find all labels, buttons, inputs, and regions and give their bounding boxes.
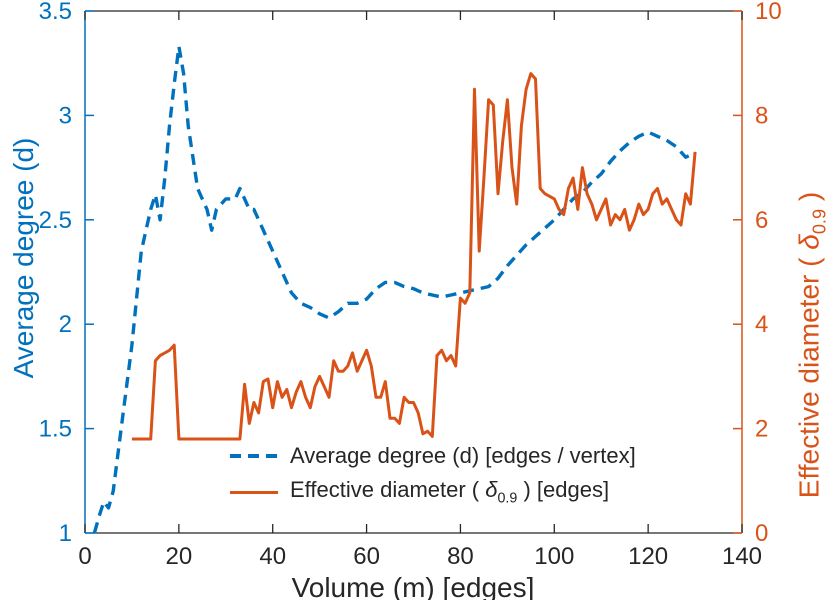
svg-text:140: 140	[722, 543, 762, 570]
svg-text:4: 4	[755, 311, 768, 338]
right-axis-label: Effective diameter ( δ0.9 )	[794, 192, 831, 498]
right-axis-label-suffix: )	[793, 191, 825, 209]
svg-text:2: 2	[59, 311, 72, 338]
svg-text:2: 2	[755, 416, 768, 443]
svg-text:40: 40	[259, 543, 286, 570]
right-axis-label-text: Effective diameter (	[793, 249, 825, 499]
legend: Average degree (d) [edges / vertex] Effe…	[230, 438, 636, 510]
svg-text:1: 1	[59, 520, 72, 547]
svg-text:80: 80	[447, 543, 474, 570]
x-axis-label: Volume (m) [edges]	[291, 572, 535, 600]
svg-text:120: 120	[628, 543, 668, 570]
legend-item-effective-diameter: Effective diameter ( δ0.9 ) [edges]	[230, 474, 636, 510]
svg-text:1.5: 1.5	[39, 416, 72, 443]
svg-text:100: 100	[534, 543, 574, 570]
left-axis-label: Average degree (d)	[8, 137, 39, 379]
svg-text:60: 60	[353, 543, 380, 570]
svg-text:3: 3	[59, 102, 72, 129]
svg-text:0: 0	[78, 543, 91, 570]
delta-symbol: δ	[485, 477, 498, 503]
legend-solid-line-swatch	[230, 490, 278, 494]
legend-label-average-degree: Average degree (d) [edges / vertex]	[290, 443, 636, 468]
svg-text:0: 0	[755, 520, 768, 547]
legend-label-effective-diameter: Effective diameter ( δ0.9 ) [edges]	[290, 477, 610, 507]
delta-symbol: δ	[793, 234, 825, 250]
delta-subscript: 0.9	[809, 208, 830, 235]
svg-text:2.5: 2.5	[39, 207, 72, 234]
svg-text:6: 6	[755, 207, 768, 234]
delta-subscript: 0.9	[497, 490, 518, 507]
svg-text:10: 10	[755, 0, 782, 25]
legend-item-average-degree: Average degree (d) [edges / vertex]	[230, 438, 636, 474]
svg-text:20: 20	[166, 543, 193, 570]
svg-text:3.5: 3.5	[39, 0, 72, 25]
legend-dashed-line-swatch	[230, 454, 278, 458]
svg-text:8: 8	[755, 102, 768, 129]
